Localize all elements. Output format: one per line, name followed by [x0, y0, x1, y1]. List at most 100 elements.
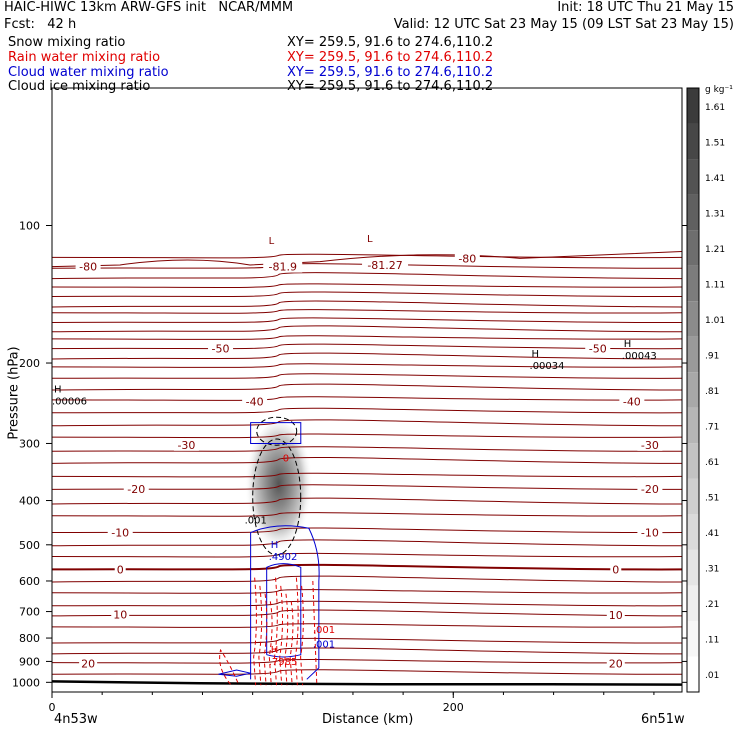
field-name-rain: Rain water mixing ratio: [8, 50, 161, 65]
colorbar-swatch: [687, 265, 699, 302]
isotherm-line: [52, 407, 682, 414]
colorbar-swatch: [687, 194, 699, 231]
isotherm-label: -30: [641, 439, 659, 452]
isotherm-line: [52, 343, 682, 350]
cloud-water-contour-outer: [250, 525, 320, 680]
colorbar-swatch: [687, 514, 699, 550]
colorbar-level-label: .91: [705, 351, 719, 361]
isotherm-label: -40: [623, 396, 641, 409]
terrain-line: [52, 680, 682, 686]
isotherm-label: -10: [111, 527, 129, 540]
header-forecast-hour: Fcst: 42 h: [4, 17, 77, 32]
isotherm-label-bg: [610, 563, 622, 576]
isotherm-line: [52, 637, 682, 644]
cloud-water-contour-inner: [266, 563, 302, 658]
colorbar-swatch: [687, 372, 699, 408]
isotherm-label-bg: [79, 657, 98, 670]
x-tick-label: 200: [443, 701, 464, 714]
extremum-letter: H: [624, 339, 632, 350]
isotherm-line: [52, 497, 682, 505]
isotherm-label: -10: [641, 527, 659, 540]
isotherm-label-bg: [362, 258, 409, 271]
isotherm-label: -81.27: [367, 259, 402, 272]
contour-value-label: .001: [245, 515, 267, 526]
isotherm-label: 0: [117, 563, 124, 576]
isotherm-label: 0: [612, 563, 619, 576]
isotherm-line: [52, 563, 682, 571]
isotherm-label-bg: [75, 260, 101, 273]
field-xy-snow: XY= 259.5, 91.6 to 274.6,110.2: [287, 35, 494, 50]
isotherm-label-bg: [606, 657, 625, 670]
isotherm-label-bg: [606, 608, 625, 621]
extremum-value: .00034: [530, 361, 565, 372]
colorbar-level-label: .31: [705, 565, 719, 575]
y-tick-label: 100: [19, 220, 40, 233]
rain-contour-line: [300, 585, 304, 686]
field-xy-cloud-ice: XY= 259.5, 91.6 to 274.6,110.2: [287, 79, 494, 94]
isotherm-label-bg: [637, 438, 663, 451]
rain-contour-line: [263, 593, 268, 686]
isotherm-line: [52, 456, 682, 464]
colorbar-level-label: .71: [705, 423, 719, 433]
isotherm-label: 10: [113, 608, 127, 621]
rain-contour-line: [289, 601, 294, 686]
colorbar-level-label: 1.41: [705, 174, 725, 184]
y-tick-label: 800: [19, 632, 40, 645]
colorbar-level-label: .01: [705, 671, 719, 681]
isotherm-line: [52, 647, 682, 655]
header-init-time: Init: 18 UTC Thu 21 May 15: [557, 0, 734, 15]
rain-contour-line: [274, 577, 278, 686]
rain-contour-right: [312, 580, 318, 686]
isotherm-line: [52, 309, 682, 314]
rain-contour-line: [294, 577, 299, 686]
colorbar-swatch: [687, 301, 699, 337]
isotherm-label: 10: [609, 609, 623, 622]
isotherm-line: [52, 383, 682, 391]
colorbar-level-label: .51: [705, 494, 719, 504]
y-tick-label: 200: [19, 357, 40, 370]
rain-contour-left: [219, 648, 240, 685]
isotherm-line: [52, 669, 682, 675]
field-name-cloud-ice: Cloud ice mixing ratio: [8, 79, 151, 94]
rain-contour-line: [268, 601, 273, 686]
colorbar-swatch: [687, 336, 699, 373]
isotherm-line: [52, 600, 682, 607]
colorbar-level-label: 1.51: [705, 138, 725, 148]
isotherm-label: -81.9: [268, 261, 296, 274]
extremum-letter: L: [367, 234, 373, 245]
isotherm-line: [52, 352, 682, 360]
extremum-value: .00043: [622, 351, 657, 362]
colorbar-level-label: .21: [705, 600, 719, 610]
isotherm-label: -30: [177, 439, 195, 452]
isotherm-label-bg: [585, 342, 611, 355]
colorbar-level-label: 1.61: [705, 103, 725, 113]
isotherm-line: [52, 363, 682, 368]
isotherm-label-bg: [123, 482, 149, 495]
x-endpoint-left: 4n53w: [54, 712, 98, 727]
x-tick-label: 0: [49, 701, 56, 714]
rain-contour-line: [284, 593, 289, 686]
isotherm-label: -50: [212, 343, 230, 356]
y-tick-label: 500: [19, 539, 40, 552]
isotherm-line: [52, 623, 682, 628]
colorbar-level-label: .61: [705, 458, 719, 468]
field-name-cloud-water: Cloud water mixing ratio: [8, 65, 169, 80]
isotherm-line: [52, 575, 682, 583]
isotherm-line: [52, 539, 682, 547]
colorbar-swatch: [687, 478, 699, 515]
isotherm-label: -20: [127, 483, 145, 496]
isotherm-label-bg: [263, 260, 303, 273]
isotherm-line: [52, 484, 682, 490]
colorbar-swatch: [687, 549, 699, 586]
field-xy-cloud-water: XY= 259.5, 91.6 to 274.6,110.2: [287, 65, 494, 80]
isotherm-label-bg: [454, 252, 480, 265]
isotherm-label-bg: [107, 526, 133, 539]
isotherm-line: [52, 317, 682, 324]
rain-contour-line: [279, 585, 284, 686]
contour-value-label: 0: [283, 454, 289, 465]
isotherm-label: 20: [609, 658, 623, 671]
y-tick-label: 400: [19, 495, 40, 508]
isotherm-line: [52, 552, 682, 558]
isotherm-label-bg: [242, 395, 268, 408]
